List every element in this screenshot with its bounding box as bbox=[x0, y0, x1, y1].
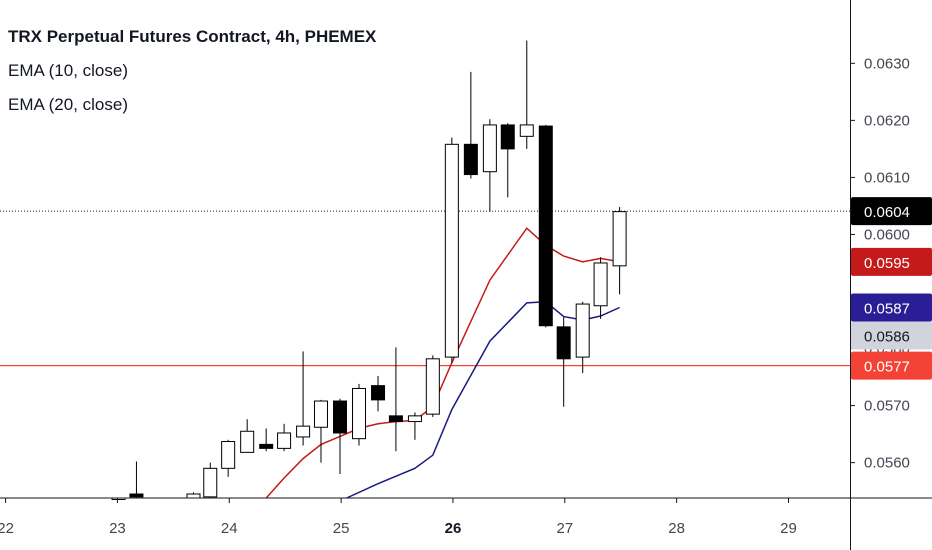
candle-body[interactable] bbox=[313, 400, 328, 428]
y-tick-label: 0.0560 bbox=[864, 455, 910, 472]
y-tick-label: 0.0570 bbox=[864, 398, 910, 415]
price-tag-ema20[interactable] bbox=[851, 293, 932, 322]
price-tag-label: 0.0586 bbox=[864, 328, 910, 345]
candle-body[interactable] bbox=[352, 387, 367, 440]
candle-body[interactable] bbox=[388, 415, 403, 423]
x-tick-label: 26 bbox=[445, 520, 462, 537]
candle-body[interactable] bbox=[371, 385, 386, 401]
candle-body[interactable] bbox=[593, 262, 608, 307]
candle-body[interactable] bbox=[203, 467, 218, 498]
candle-body[interactable] bbox=[425, 358, 440, 415]
x-tick-label: 25 bbox=[333, 520, 350, 537]
legend-ema20[interactable]: EMA (20, close) bbox=[8, 95, 128, 114]
candle-body[interactable] bbox=[277, 432, 292, 449]
x-tick-label: 23 bbox=[109, 520, 126, 537]
candle-body[interactable] bbox=[240, 430, 255, 453]
price-tag-label: 0.0595 bbox=[864, 255, 910, 272]
price-tag-label: 0.0577 bbox=[864, 359, 910, 376]
candle-body[interactable] bbox=[482, 124, 497, 173]
candle-body[interactable] bbox=[407, 415, 422, 423]
x-tick-label: 28 bbox=[668, 520, 685, 537]
chart-legend: TRX Perpetual Futures Contract, 4h, PHEM… bbox=[8, 20, 376, 122]
x-tick-label: 29 bbox=[780, 520, 797, 537]
candle-body[interactable] bbox=[333, 400, 347, 434]
y-tick-label: 0.0630 bbox=[864, 55, 910, 72]
candle-body[interactable] bbox=[575, 303, 590, 358]
price-tag-last-price[interactable] bbox=[851, 197, 932, 226]
chart-title[interactable]: TRX Perpetual Futures Contract, 4h, PHEM… bbox=[8, 27, 377, 46]
candle-body[interactable] bbox=[538, 125, 553, 327]
price-tag-label: 0.0604 bbox=[864, 204, 910, 221]
candle-body[interactable] bbox=[129, 493, 144, 498]
x-tick-label: 27 bbox=[556, 520, 573, 537]
candle-body[interactable] bbox=[259, 443, 274, 449]
candle-body[interactable] bbox=[556, 326, 571, 360]
x-tick-label: 24 bbox=[221, 520, 238, 537]
candle-body[interactable] bbox=[296, 425, 311, 438]
candle-body[interactable] bbox=[463, 143, 478, 176]
price-tag-horizontal-line[interactable] bbox=[851, 351, 932, 380]
candle-body[interactable] bbox=[221, 441, 236, 469]
price-tag-previous-close[interactable] bbox=[851, 321, 932, 350]
price-tag-label: 0.0587 bbox=[864, 300, 910, 317]
candle-body[interactable] bbox=[444, 143, 459, 358]
y-tick-label: 0.0610 bbox=[864, 169, 910, 186]
candle-body[interactable] bbox=[500, 124, 515, 150]
candle-body[interactable] bbox=[612, 211, 627, 267]
y-tick-label: 0.0600 bbox=[864, 226, 910, 243]
candle-body[interactable] bbox=[186, 493, 201, 499]
price-tag-ema10[interactable] bbox=[851, 247, 932, 276]
candle-body[interactable] bbox=[519, 124, 534, 137]
y-tick-label: 0.0620 bbox=[864, 112, 910, 129]
x-tick-label: 22 bbox=[0, 520, 14, 537]
legend-ema10[interactable]: EMA (10, close) bbox=[8, 61, 128, 80]
ema10-line[interactable] bbox=[265, 227, 620, 499]
